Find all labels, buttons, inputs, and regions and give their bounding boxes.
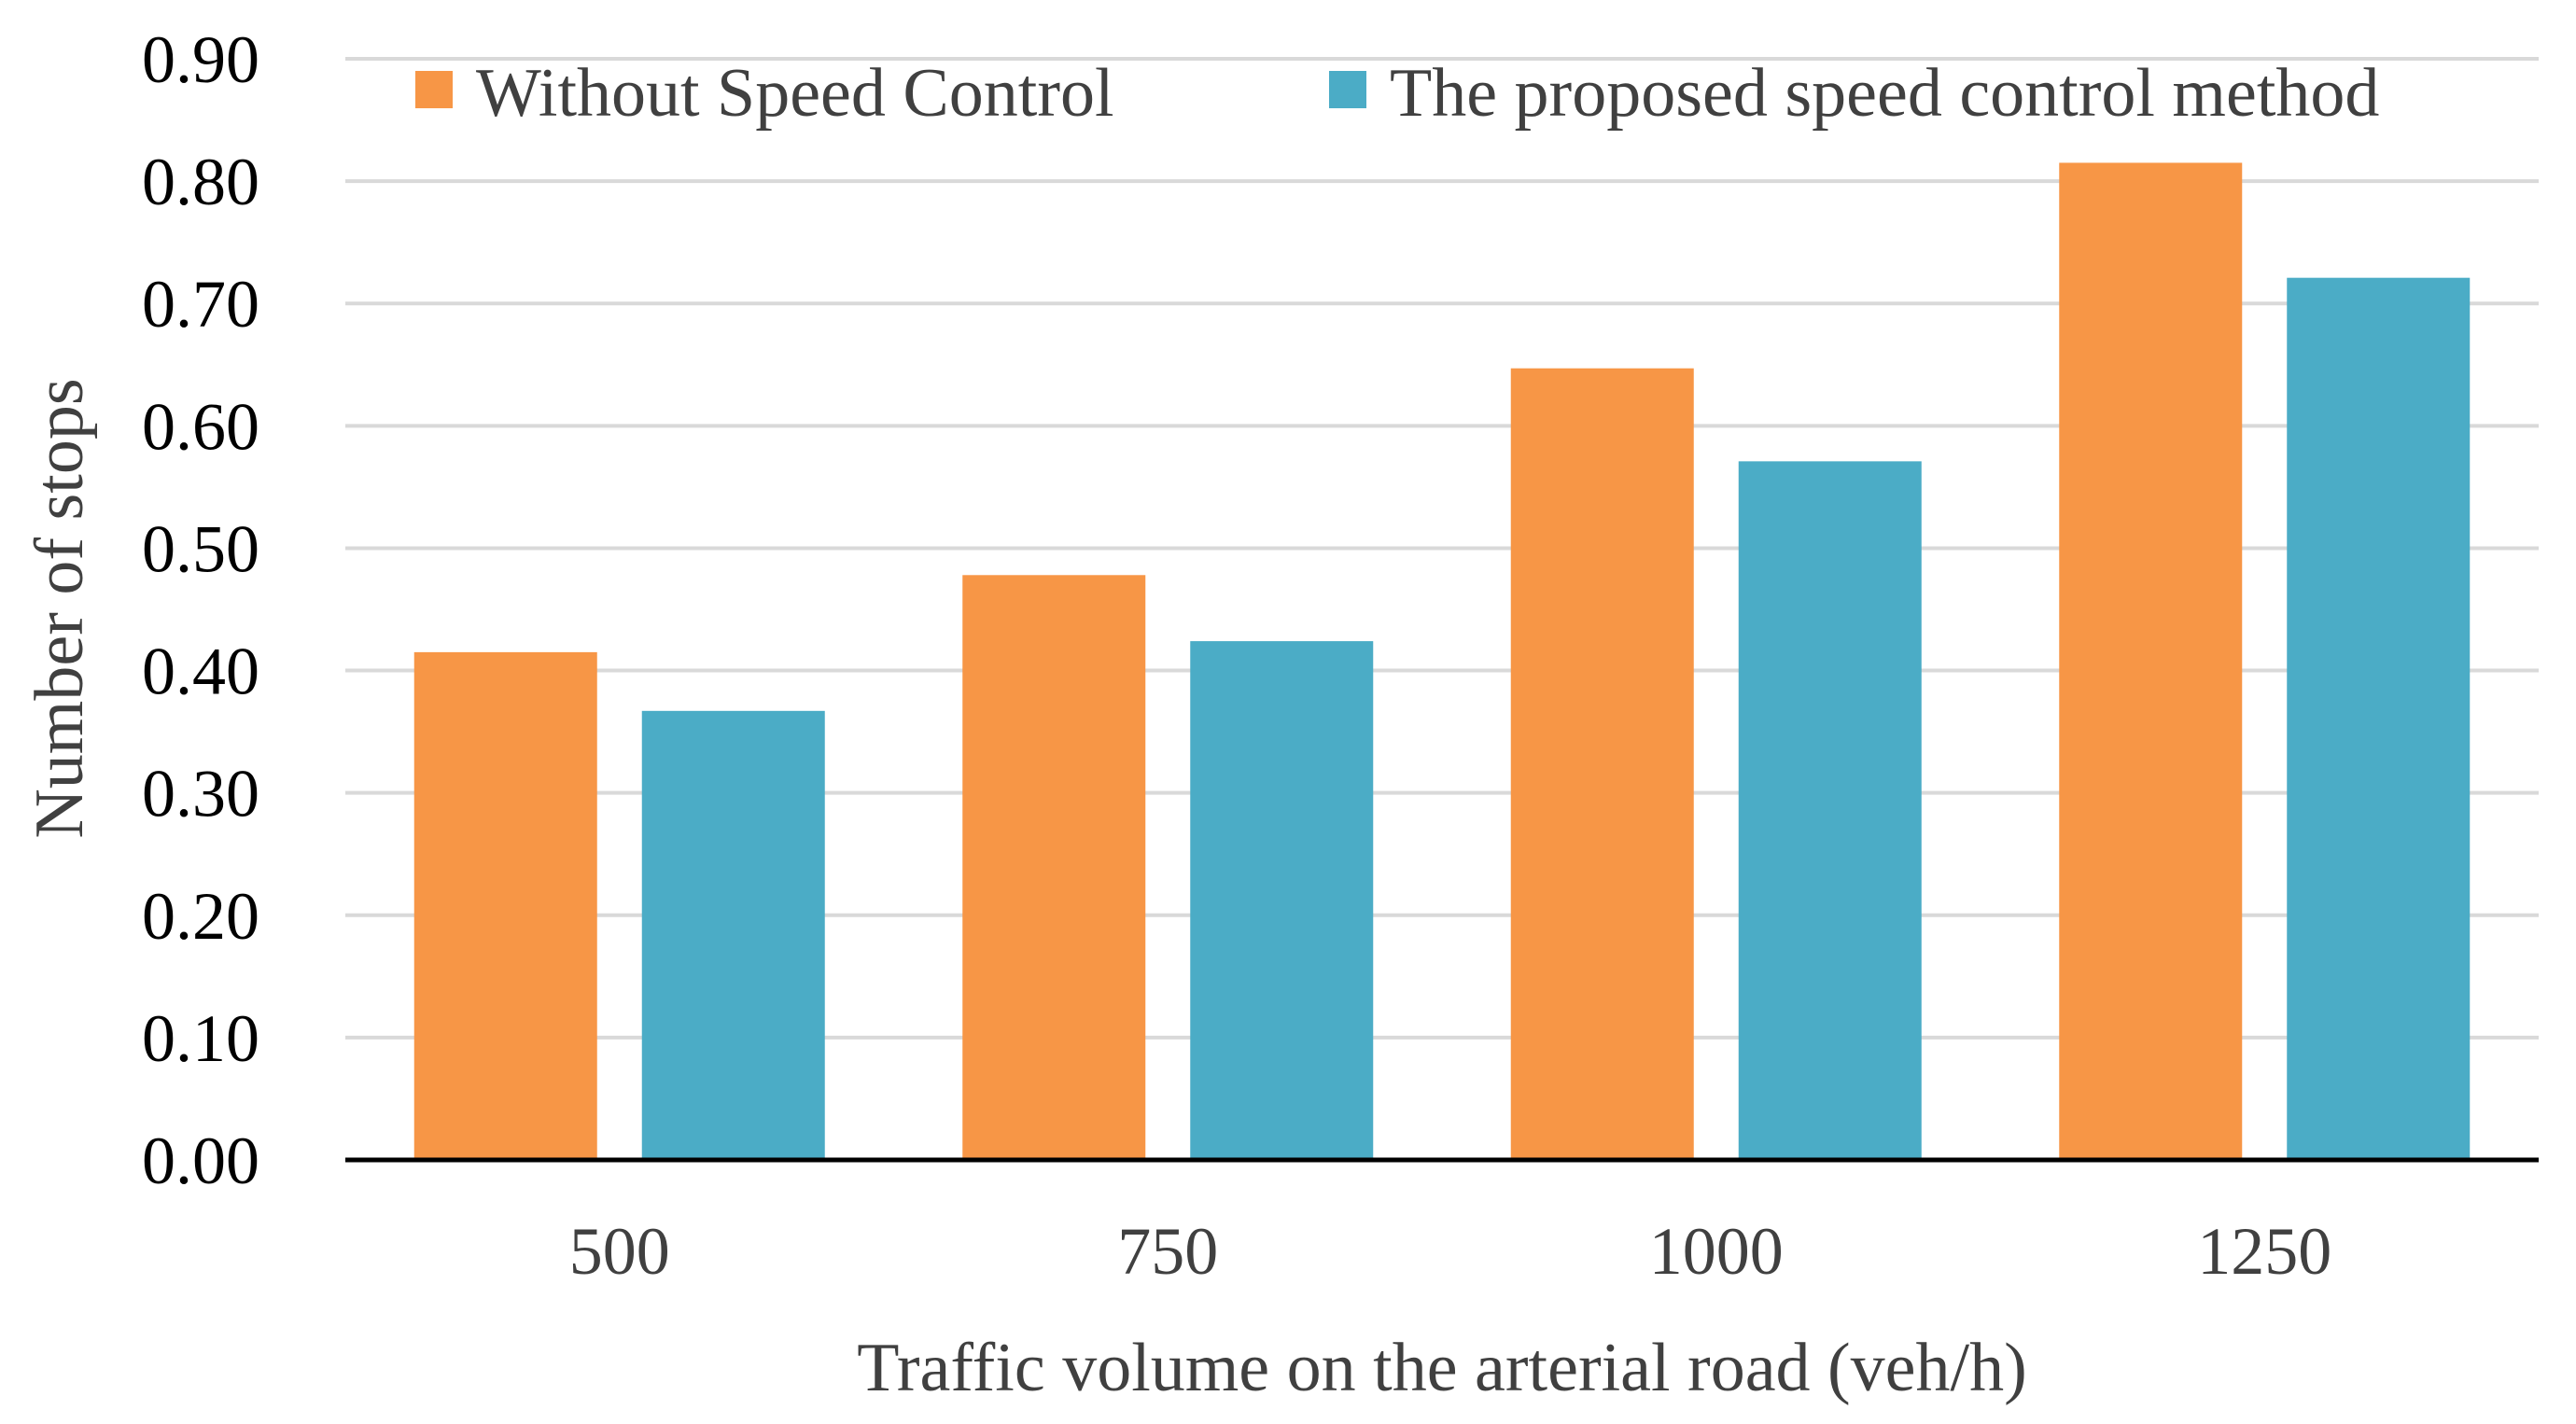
bar-without-speed-control-500: [413, 651, 597, 1160]
y-axis-title: Number of stops: [21, 378, 98, 838]
y-tick-label: 0.50: [142, 511, 259, 586]
bars: [413, 162, 2471, 1160]
bar-proposed-method-1000: [1738, 461, 1922, 1160]
bar-proposed-method-750: [1190, 641, 1374, 1160]
y-tick-label: 0.80: [142, 145, 259, 219]
legend-label-proposed-method: The proposed speed control method: [1390, 55, 2379, 132]
legend: Without Speed Control The proposed speed…: [415, 55, 2379, 132]
y-tick-label: 0.10: [142, 1001, 259, 1076]
x-tick-label: 1250: [2197, 1214, 2331, 1289]
x-tick-label: 1000: [1649, 1214, 1784, 1289]
x-axis-title: Traffic volume on the arterial road (veh…: [857, 1330, 2026, 1406]
y-tick-label: 0.40: [142, 635, 259, 709]
y-axis-ticks: 0.00 0.10 0.20 0.30 0.40 0.50 0.60 0.70 0.80 0.90: [142, 22, 259, 1198]
x-axis-ticks: 500 750 1000 1250: [569, 1214, 2332, 1289]
x-tick-label: 750: [1117, 1214, 1218, 1289]
bar-proposed-method-1250: [2287, 277, 2471, 1160]
y-tick-label: 0.00: [142, 1124, 259, 1198]
y-tick-label: 0.90: [142, 22, 259, 97]
y-tick-label: 0.60: [142, 389, 259, 464]
bar-without-speed-control-1250: [2059, 162, 2243, 1160]
bar-without-speed-control-1000: [1510, 368, 1694, 1160]
legend-swatch-without-speed-control: [415, 71, 453, 108]
y-tick-label: 0.70: [142, 267, 259, 342]
x-tick-label: 500: [569, 1214, 670, 1289]
bar-without-speed-control-750: [962, 575, 1146, 1160]
y-tick-label: 0.30: [142, 757, 259, 831]
y-tick-label: 0.20: [142, 879, 259, 954]
legend-swatch-proposed-method: [1329, 71, 1366, 108]
bar-proposed-method-500: [641, 710, 825, 1160]
legend-label-without-speed-control: Without Speed Control: [476, 55, 1114, 132]
